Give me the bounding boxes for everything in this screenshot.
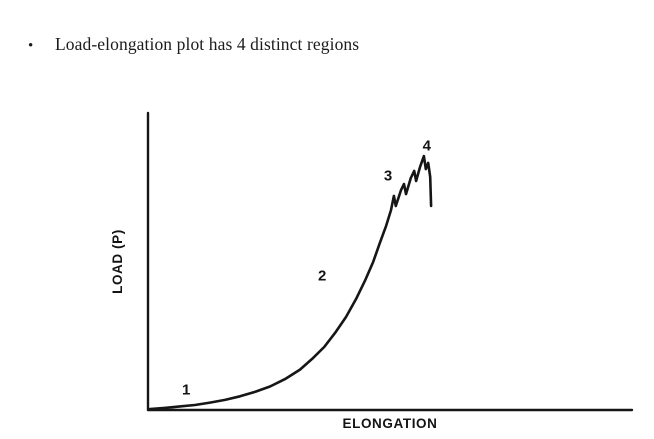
bullet-item: • Load-elongation plot has 4 distinct re… xyxy=(28,34,359,55)
region-label-1: 1 xyxy=(182,382,190,399)
x-axis-label: ELONGATION xyxy=(343,416,438,431)
load-curve xyxy=(148,154,433,411)
bullet-marker: • xyxy=(28,38,34,54)
region-label-2: 2 xyxy=(318,268,326,285)
y-axis-label: LOAD (P) xyxy=(110,229,125,294)
bullet-text: Load-elongation plot has 4 distinct regi… xyxy=(55,34,360,54)
region-label-3: 3 xyxy=(384,168,392,185)
region-label-4: 4 xyxy=(423,138,432,155)
